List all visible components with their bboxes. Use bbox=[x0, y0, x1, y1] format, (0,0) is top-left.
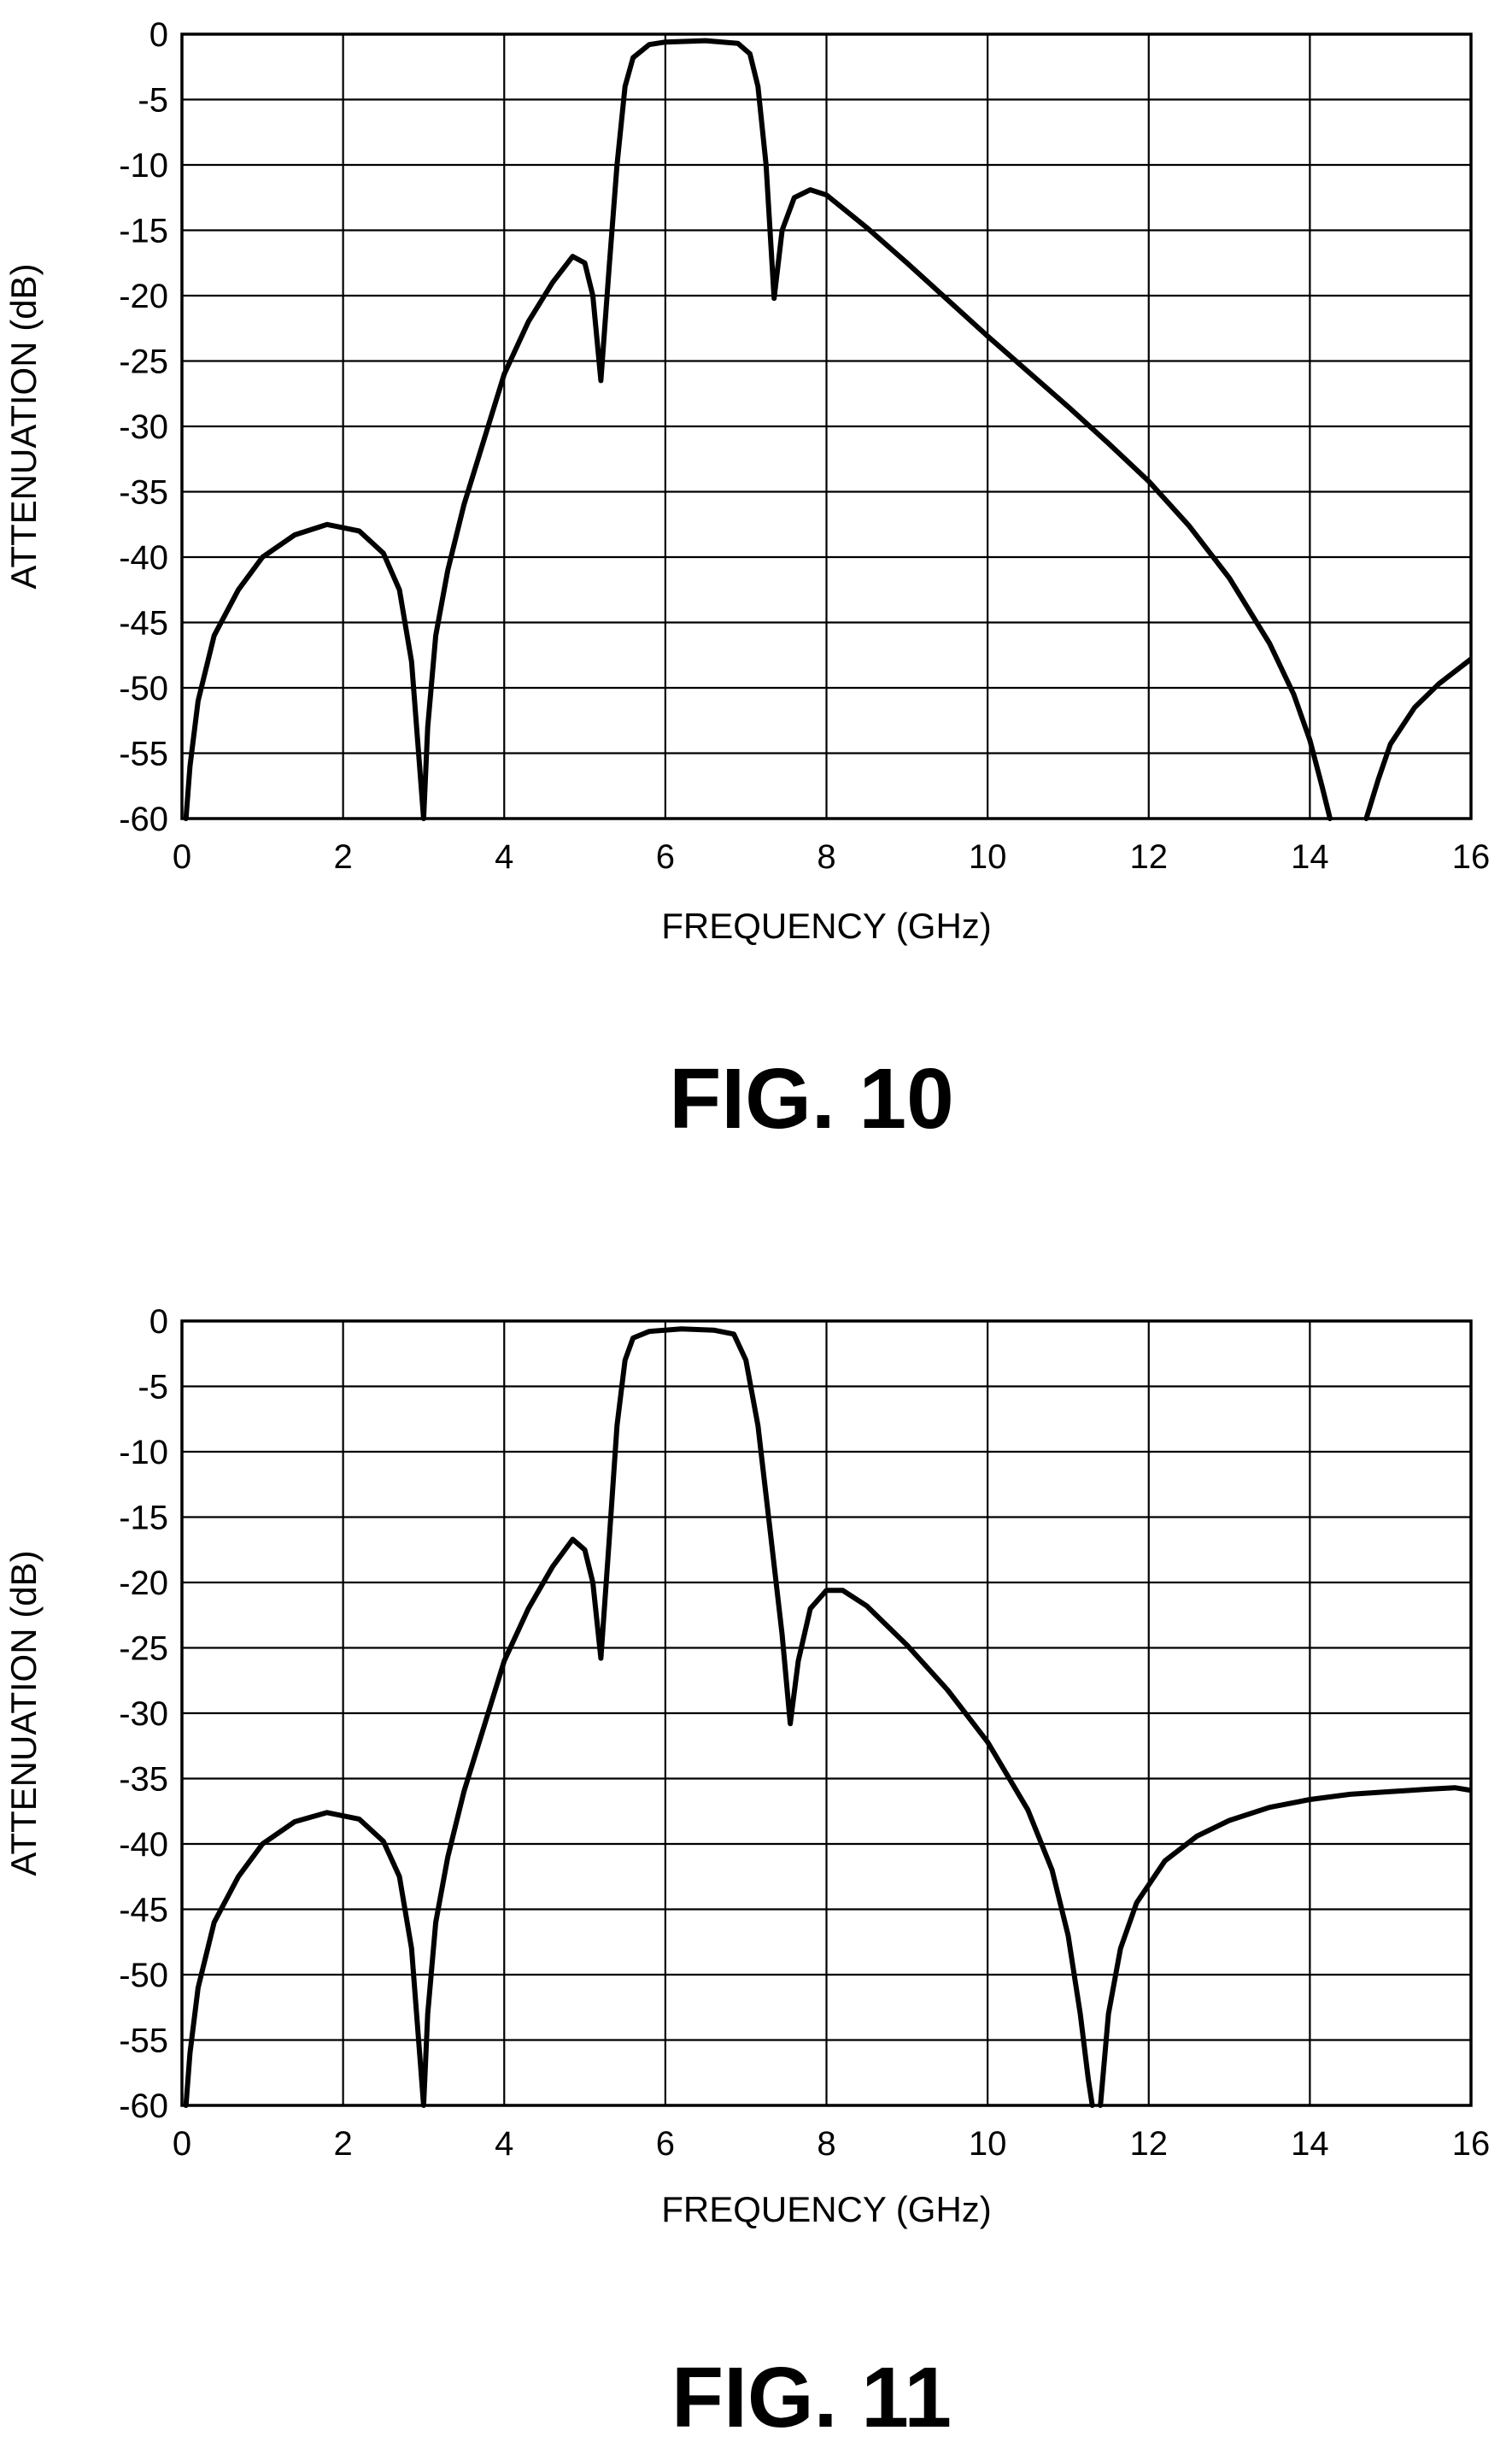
y-tick-label: -25 bbox=[119, 343, 168, 381]
attenuation-curve-segment bbox=[183, 1326, 1095, 2108]
figure-label: FIG. 10 bbox=[669, 1051, 953, 1147]
y-tick-label: -30 bbox=[119, 408, 168, 446]
y-tick-label: -20 bbox=[119, 1565, 168, 1602]
y-tick-label: -10 bbox=[119, 147, 168, 185]
x-tick-label: 2 bbox=[334, 838, 353, 876]
y-tick-label: -55 bbox=[119, 2023, 168, 2060]
x-tick-label: 16 bbox=[1452, 838, 1491, 876]
y-tick-label: -55 bbox=[119, 736, 168, 773]
y-axis-label: ATTENUATION (dB) bbox=[3, 1550, 44, 1876]
figure-label: FIG. 11 bbox=[671, 2350, 952, 2445]
chart-fig-11: 0 2 4 6 8 10 12 14 16 0 -5 -10 -15 -20 -25 -30 -35 -40 -45… bbox=[3, 1303, 1490, 2445]
y-tick-label: -60 bbox=[119, 2087, 168, 2125]
x-tick-label: 0 bbox=[173, 838, 191, 876]
y-tick-label: 0 bbox=[149, 1303, 168, 1341]
y-tick-label: -10 bbox=[119, 1434, 168, 1471]
chart-fig-10: 0 2 4 6 8 10 12 14 16 0 -5 -10 -15 -20 -25 -30 -35 -40 -45… bbox=[3, 16, 1490, 1147]
x-axis-label: FREQUENCY (GHz) bbox=[661, 906, 992, 946]
x-tick-label: 10 bbox=[969, 2125, 1007, 2163]
grid bbox=[180, 1319, 1473, 2107]
x-tick-label: 12 bbox=[1130, 838, 1169, 876]
x-tick-label: 6 bbox=[656, 2125, 675, 2163]
y-tick-label: -5 bbox=[138, 82, 168, 120]
x-tick-label: 16 bbox=[1452, 2125, 1491, 2163]
y-tick-label: -50 bbox=[119, 1957, 168, 1994]
x-tick-label: 8 bbox=[817, 838, 835, 876]
y-tick-label: -5 bbox=[138, 1369, 168, 1406]
y-tick-label: -20 bbox=[119, 278, 168, 315]
attenuation-curve-segment bbox=[1363, 656, 1471, 821]
y-tick-label: -15 bbox=[119, 213, 168, 250]
x-tick-label: 10 bbox=[969, 838, 1007, 876]
y-axis-label: ATTENUATION (dB) bbox=[3, 263, 44, 589]
y-tick-label: -40 bbox=[119, 539, 168, 577]
x-tick-label: 2 bbox=[334, 2125, 353, 2163]
y-tick-label: 0 bbox=[149, 16, 168, 54]
attenuation-curve-segment bbox=[1098, 1785, 1471, 2108]
y-tick-label: -30 bbox=[119, 1695, 168, 1733]
y-tick-label: -25 bbox=[119, 1630, 168, 1668]
x-axis-label: FREQUENCY (GHz) bbox=[661, 2189, 992, 2229]
y-tick-label: -15 bbox=[119, 1500, 168, 1537]
y-tick-label: -35 bbox=[119, 1761, 168, 1799]
x-tick-label: 14 bbox=[1291, 838, 1329, 876]
grid bbox=[180, 32, 1473, 820]
x-tick-label: 4 bbox=[495, 2125, 513, 2163]
y-tick-label: -40 bbox=[119, 1826, 168, 1864]
x-tick-label: 14 bbox=[1291, 2125, 1329, 2163]
y-tick-label: -60 bbox=[119, 801, 168, 838]
y-tick-label: -35 bbox=[119, 474, 168, 512]
y-tick-label: -45 bbox=[119, 1892, 168, 1929]
x-tick-label: 12 bbox=[1130, 2125, 1169, 2163]
x-tick-label: 6 bbox=[656, 838, 675, 876]
y-tick-label: -50 bbox=[119, 670, 168, 707]
x-tick-label: 8 bbox=[817, 2125, 835, 2163]
y-tick-label: -45 bbox=[119, 605, 168, 643]
plot-frame bbox=[180, 32, 1473, 820]
x-tick-label: 4 bbox=[495, 838, 513, 876]
plot-frame bbox=[180, 1319, 1473, 2107]
x-tick-label: 0 bbox=[173, 2125, 191, 2163]
attenuation-curve-segment bbox=[183, 38, 1333, 821]
